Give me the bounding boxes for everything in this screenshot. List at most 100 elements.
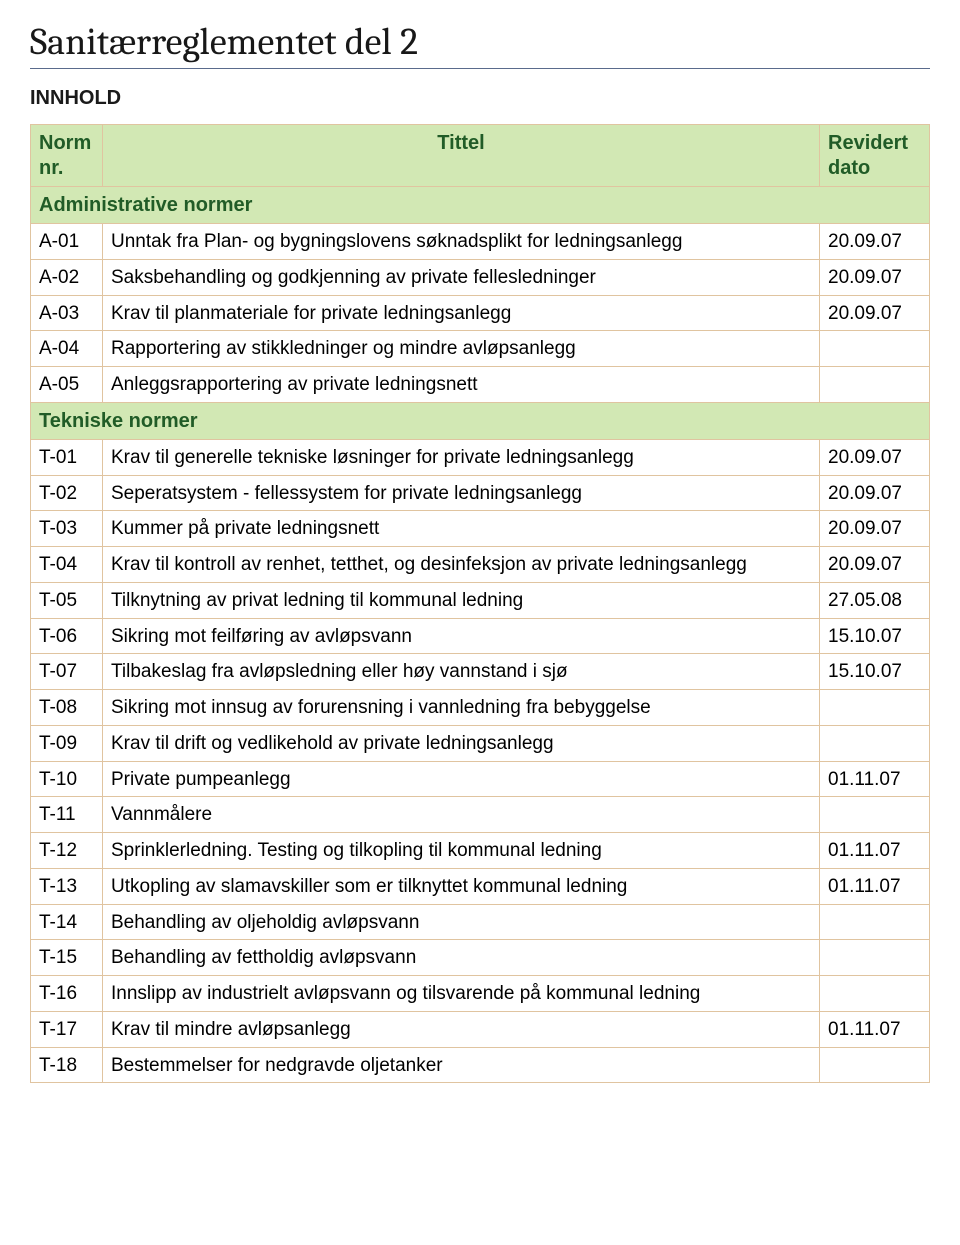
cell-title: Kummer på private ledningsnett [103, 511, 820, 547]
table-row: T-10Private pumpeanlegg01.11.07 [31, 761, 930, 797]
cell-norm-nr: A-05 [31, 367, 103, 403]
table-row: T-01Krav til generelle tekniske løsninge… [31, 439, 930, 475]
section-heading: Administrative normer [31, 187, 930, 224]
cell-norm-nr: T-06 [31, 618, 103, 654]
cell-title: Tilbakeslag fra avløpsledning eller høy … [103, 654, 820, 690]
cell-title: Tilknytning av privat ledning til kommun… [103, 582, 820, 618]
cell-norm-nr: A-03 [31, 295, 103, 331]
table-row: T-08Sikring mot innsug av forurensning i… [31, 690, 930, 726]
cell-revised-date [820, 904, 930, 940]
cell-revised-date: 20.09.07 [820, 259, 930, 295]
table-header-row: Norm nr. Tittel Revidert dato [31, 125, 930, 187]
table-row: A-03Krav til planmateriale for private l… [31, 295, 930, 331]
table-row: T-11Vannmålere [31, 797, 930, 833]
table-row: T-02Seperatsystem - fellessystem for pri… [31, 475, 930, 511]
table-row: T-14Behandling av oljeholdig avløpsvann [31, 904, 930, 940]
cell-norm-nr: A-04 [31, 331, 103, 367]
cell-norm-nr: T-08 [31, 690, 103, 726]
cell-norm-nr: T-10 [31, 761, 103, 797]
cell-title: Bestemmelser for nedgravde oljetanker [103, 1047, 820, 1083]
cell-revised-date [820, 1047, 930, 1083]
cell-revised-date: 20.09.07 [820, 439, 930, 475]
cell-title: Anleggsrapportering av private ledningsn… [103, 367, 820, 403]
cell-revised-date: 20.09.07 [820, 547, 930, 583]
table-row: T-06Sikring mot feilføring av avløpsvann… [31, 618, 930, 654]
cell-revised-date: 20.09.07 [820, 475, 930, 511]
table-row: T-03Kummer på private ledningsnett20.09.… [31, 511, 930, 547]
cell-title: Sikring mot innsug av forurensning i van… [103, 690, 820, 726]
table-row: A-05Anleggsrapportering av private ledni… [31, 367, 930, 403]
cell-revised-date: 27.05.08 [820, 582, 930, 618]
title-rule [30, 68, 930, 69]
table-row: T-16Innslipp av industrielt avløpsvann o… [31, 976, 930, 1012]
table-row: T-04Krav til kontroll av renhet, tetthet… [31, 547, 930, 583]
cell-norm-nr: T-11 [31, 797, 103, 833]
table-row: A-04Rapportering av stikkledninger og mi… [31, 331, 930, 367]
cell-norm-nr: T-16 [31, 976, 103, 1012]
cell-revised-date: 20.09.07 [820, 295, 930, 331]
cell-norm-nr: T-12 [31, 833, 103, 869]
table-row: T-09Krav til drift og vedlikehold av pri… [31, 725, 930, 761]
cell-revised-date [820, 331, 930, 367]
cell-title: Krav til kontroll av renhet, tetthet, og… [103, 547, 820, 583]
table-row: T-12Sprinklerledning. Testing og tilkopl… [31, 833, 930, 869]
cell-title: Unntak fra Plan- og bygningslovens søkna… [103, 224, 820, 260]
cell-revised-date: 01.11.07 [820, 1011, 930, 1047]
cell-title: Sikring mot feilføring av avløpsvann [103, 618, 820, 654]
cell-norm-nr: T-15 [31, 940, 103, 976]
cell-norm-nr: T-03 [31, 511, 103, 547]
cell-norm-nr: T-13 [31, 868, 103, 904]
cell-title: Private pumpeanlegg [103, 761, 820, 797]
cell-title: Innslipp av industrielt avløpsvann og ti… [103, 976, 820, 1012]
section-heading: Tekniske normer [31, 402, 930, 439]
col-header-nr: Norm nr. [31, 125, 103, 187]
section-heading-row: Tekniske normer [31, 402, 930, 439]
cell-norm-nr: T-01 [31, 439, 103, 475]
cell-title: Krav til drift og vedlikehold av private… [103, 725, 820, 761]
col-header-date: Revidert dato [820, 125, 930, 187]
cell-norm-nr: A-01 [31, 224, 103, 260]
cell-revised-date: 15.10.07 [820, 618, 930, 654]
cell-revised-date: 20.09.07 [820, 511, 930, 547]
cell-title: Krav til mindre avløpsanlegg [103, 1011, 820, 1047]
cell-title: Seperatsystem - fellessystem for private… [103, 475, 820, 511]
table-row: T-07Tilbakeslag fra avløpsledning eller … [31, 654, 930, 690]
subheading: INNHOLD [30, 87, 930, 110]
table-row: A-02Saksbehandling og godkjenning av pri… [31, 259, 930, 295]
cell-title: Behandling av oljeholdig avløpsvann [103, 904, 820, 940]
cell-title: Sprinklerledning. Testing og tilkopling … [103, 833, 820, 869]
cell-norm-nr: T-09 [31, 725, 103, 761]
cell-title: Vannmålere [103, 797, 820, 833]
cell-norm-nr: T-14 [31, 904, 103, 940]
cell-revised-date: 01.11.07 [820, 868, 930, 904]
cell-norm-nr: A-02 [31, 259, 103, 295]
cell-norm-nr: T-04 [31, 547, 103, 583]
cell-title: Krav til generelle tekniske løsninger fo… [103, 439, 820, 475]
cell-title: Utkopling av slamavskiller som er tilkny… [103, 868, 820, 904]
col-header-title: Tittel [103, 125, 820, 187]
cell-norm-nr: T-18 [31, 1047, 103, 1083]
cell-revised-date [820, 690, 930, 726]
cell-norm-nr: T-02 [31, 475, 103, 511]
cell-title: Behandling av fettholdig avløpsvann [103, 940, 820, 976]
cell-revised-date [820, 940, 930, 976]
cell-title: Rapportering av stikkledninger og mindre… [103, 331, 820, 367]
section-heading-row: Administrative normer [31, 187, 930, 224]
norms-table: Norm nr. Tittel Revidert dato Administra… [30, 124, 930, 1083]
cell-title: Saksbehandling og godkjenning av private… [103, 259, 820, 295]
table-row: T-18Bestemmelser for nedgravde oljetanke… [31, 1047, 930, 1083]
cell-revised-date [820, 976, 930, 1012]
cell-norm-nr: T-05 [31, 582, 103, 618]
cell-title: Krav til planmateriale for private ledni… [103, 295, 820, 331]
table-row: A-01Unntak fra Plan- og bygningslovens s… [31, 224, 930, 260]
cell-norm-nr: T-17 [31, 1011, 103, 1047]
page-title: Sanitærreglementet del 2 [30, 20, 930, 64]
cell-revised-date: 01.11.07 [820, 761, 930, 797]
table-row: T-17Krav til mindre avløpsanlegg01.11.07 [31, 1011, 930, 1047]
cell-revised-date [820, 367, 930, 403]
cell-revised-date: 01.11.07 [820, 833, 930, 869]
table-row: T-05Tilknytning av privat ledning til ko… [31, 582, 930, 618]
cell-norm-nr: T-07 [31, 654, 103, 690]
table-row: T-15Behandling av fettholdig avløpsvann [31, 940, 930, 976]
cell-revised-date: 20.09.07 [820, 224, 930, 260]
